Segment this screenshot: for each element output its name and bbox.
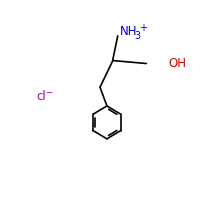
Text: −: − [45,87,53,96]
Text: 3: 3 [135,31,141,41]
Text: cl: cl [36,90,46,103]
Text: NH: NH [120,25,137,38]
Text: +: + [139,23,147,33]
Text: OH: OH [168,57,186,70]
